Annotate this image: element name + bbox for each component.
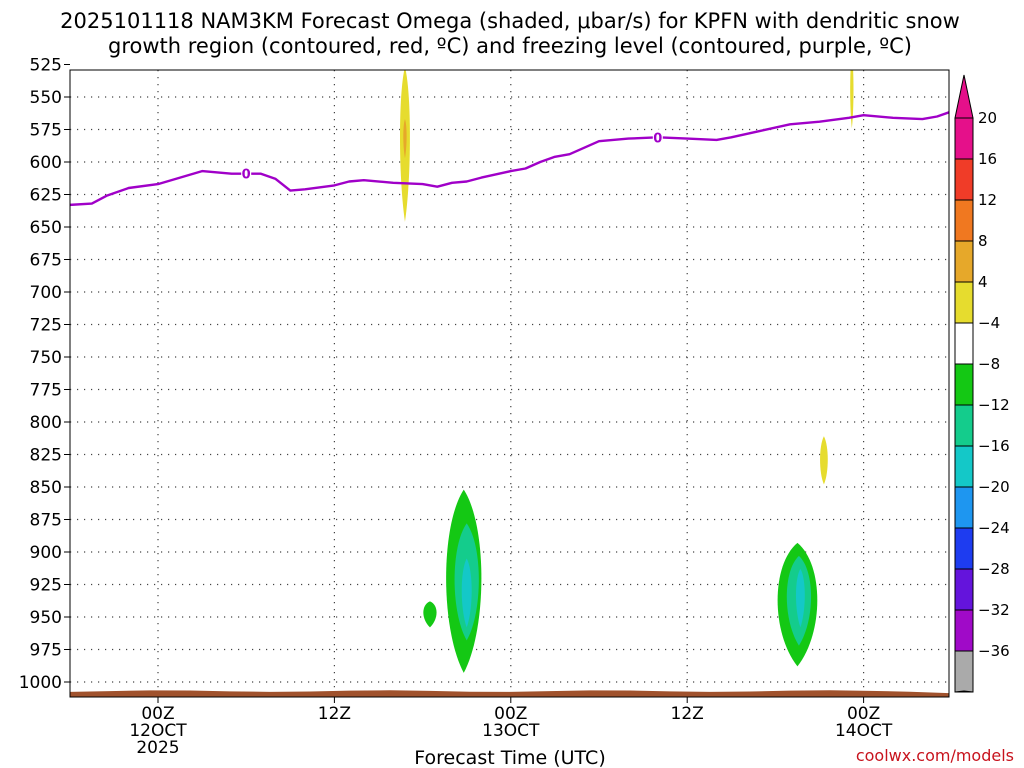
upward-motion-cyan-1 bbox=[461, 558, 472, 628]
colorbar-label-2: 12 bbox=[978, 191, 997, 209]
colorbar-label-1: 16 bbox=[978, 150, 997, 168]
sinking-motion-yellow-mid bbox=[820, 436, 828, 485]
colorbar-swatch-1 bbox=[954, 158, 974, 201]
y-tick-label-975: 975 bbox=[30, 641, 62, 661]
y-tick-label-625: 625 bbox=[30, 186, 62, 206]
colorbar-label-11: −28 bbox=[978, 560, 1010, 578]
y-tick-label-1000: 1000 bbox=[19, 673, 62, 693]
x-tick-label-36-0: 12Z bbox=[671, 704, 704, 724]
freezing-label-bg-1 bbox=[652, 129, 663, 146]
upward-motion-cyan-2 bbox=[795, 568, 805, 628]
y-tick-label-925: 925 bbox=[30, 576, 62, 596]
colorbar-swatch-9 bbox=[954, 486, 974, 529]
x-tick-label-12-0: 12Z bbox=[318, 704, 351, 724]
x-tick-label-0-2: 2025 bbox=[136, 738, 179, 758]
colorbar-swatch-10 bbox=[954, 527, 974, 570]
colorbar-label-6: −8 bbox=[978, 355, 1000, 373]
y-tick-label-575: 575 bbox=[30, 121, 62, 141]
x-tick-label-24-0: 00Z bbox=[494, 704, 527, 724]
y-tick-label-600: 600 bbox=[30, 153, 62, 173]
colorbar-bottom-triangle bbox=[954, 690, 974, 693]
colorbar-label-13: −36 bbox=[978, 642, 1010, 660]
y-tick-label-525: 525 bbox=[30, 56, 62, 76]
colorbar-label-3: 8 bbox=[978, 232, 988, 250]
colorbar-swatch-3 bbox=[954, 240, 974, 283]
x-tick-label-0-1: 12OCT bbox=[129, 721, 187, 741]
colorbar-swatch-2 bbox=[954, 199, 974, 242]
x-tick-label-24-1: 13OCT bbox=[482, 721, 540, 741]
colorbar-label-4: 4 bbox=[978, 273, 988, 291]
colorbar-swatch-13 bbox=[954, 650, 974, 693]
freezing-level-label-1: 0 bbox=[653, 131, 662, 146]
x-tick-label-0-0: 00Z bbox=[141, 704, 174, 724]
colorbar-swatch-8 bbox=[954, 445, 974, 488]
colorbar-label-8: −16 bbox=[978, 437, 1010, 455]
freezing-level-line bbox=[70, 111, 949, 207]
y-axis: 525 550 575 600 625 650 675 700 725 750 775 800 825 8… bbox=[19, 56, 70, 693]
colorbar-swatch-6 bbox=[954, 363, 974, 406]
y-tick-label-875: 875 bbox=[30, 511, 62, 531]
plot-frame bbox=[69, 69, 950, 698]
x-axis-label: Forecast Time (UTC) bbox=[414, 747, 605, 768]
colorbar-label-0: 20 bbox=[978, 109, 997, 127]
y-tick-label-750: 750 bbox=[30, 348, 62, 368]
y-tick-label-675: 675 bbox=[30, 251, 62, 271]
y-tick-label-775: 775 bbox=[30, 381, 62, 401]
freezing-level-label-0: 0 bbox=[242, 168, 251, 183]
y-tick-label-550: 550 bbox=[30, 88, 62, 108]
colorbar-top-triangle bbox=[954, 74, 974, 119]
y-tick-label-650: 650 bbox=[30, 218, 62, 238]
colorbar-swatch-4 bbox=[954, 281, 974, 324]
y-tick-label-850: 850 bbox=[30, 478, 62, 498]
x-tick-label-48-1: 14OCT bbox=[835, 721, 893, 741]
colorbar-label-5: −4 bbox=[978, 314, 1000, 332]
y-tick-label-800: 800 bbox=[30, 413, 62, 433]
colorbar-swatch-12 bbox=[954, 609, 974, 652]
colorbar: 20 16 12 8 4 −4 −8 −12 −16 −20 −24 −28 −32 −36 bbox=[954, 74, 1010, 693]
sinking-motion-orange-upper bbox=[403, 119, 407, 159]
freezing-label-bg-0 bbox=[241, 165, 252, 182]
colorbar-label-9: −20 bbox=[978, 478, 1010, 496]
colorbar-swatch-7 bbox=[954, 404, 974, 447]
y-tick-label-950: 950 bbox=[30, 608, 62, 628]
y-tick-label-825: 825 bbox=[30, 446, 62, 466]
y-tick-label-900: 900 bbox=[30, 543, 62, 563]
colorbar-label-7: −12 bbox=[978, 396, 1010, 414]
y-tick-label-725: 725 bbox=[30, 316, 62, 336]
y-tick-label-700: 700 bbox=[30, 283, 62, 303]
colorbar-swatch-11 bbox=[954, 568, 974, 611]
colorbar-label-10: −24 bbox=[978, 519, 1010, 537]
sinking-motion-yellow-topright bbox=[850, 70, 854, 129]
x-tick-label-48-0: 00Z bbox=[847, 704, 880, 724]
colorbar-swatch-5 bbox=[954, 322, 974, 365]
chart-title-line-1: 2025101118 NAM3KM Forecast Omega (shaded… bbox=[60, 9, 960, 33]
terrain bbox=[70, 690, 949, 697]
upward-motion-side-lobe bbox=[423, 601, 437, 628]
plot-area: 00 bbox=[70, 70, 949, 697]
colorbar-swatch-0 bbox=[954, 117, 974, 160]
colorbar-label-12: −32 bbox=[978, 601, 1010, 619]
credit-text: coolwx.com/models bbox=[856, 746, 1014, 765]
chart-title-line-2: growth region (contoured, red, ºC) and f… bbox=[108, 34, 912, 58]
